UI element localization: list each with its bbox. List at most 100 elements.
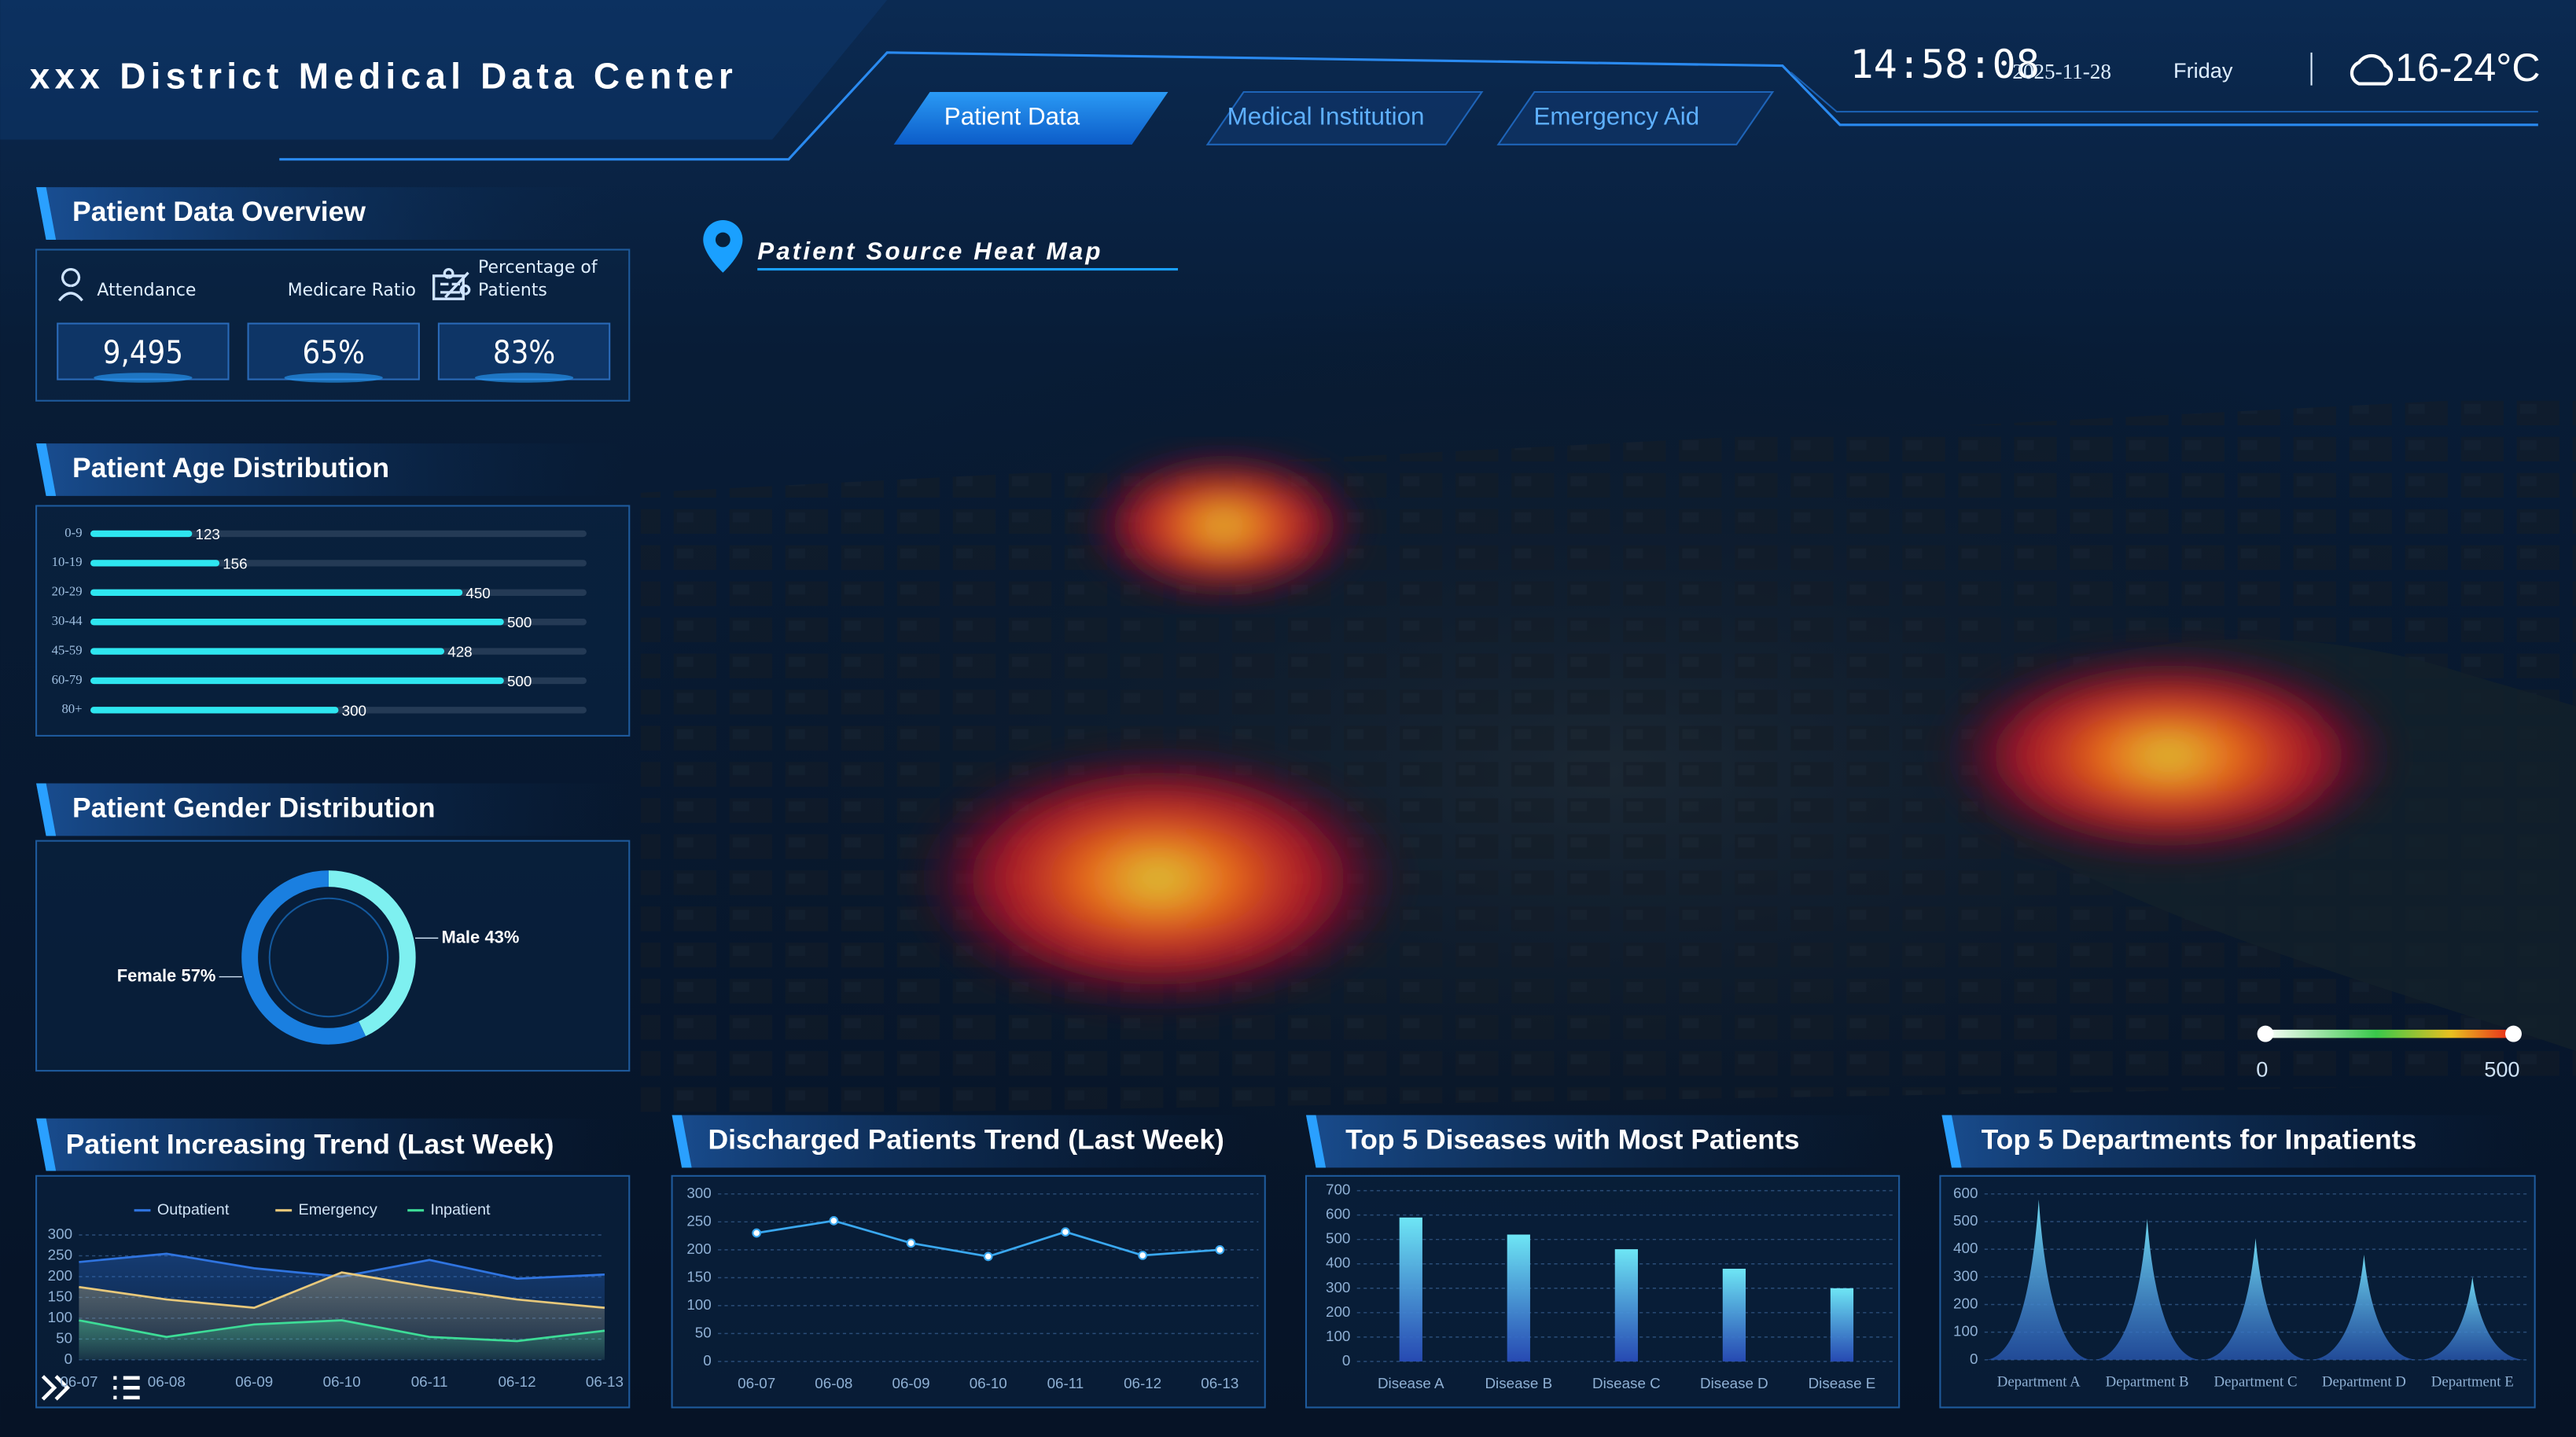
y-tick-label: 300	[1953, 1267, 1978, 1284]
x-tick-label: 06-09	[235, 1373, 273, 1390]
category-label: 0-9	[64, 525, 82, 540]
bar	[90, 707, 339, 714]
y-tick-label: 600	[1953, 1185, 1978, 1201]
bar	[90, 589, 463, 596]
tab[interactable]: Emergency Aid	[1496, 90, 1775, 145]
point	[752, 1228, 762, 1238]
x-tick-label: 06-09	[892, 1375, 930, 1391]
value-label: 428	[447, 644, 472, 660]
x-tick-label: 06-07	[60, 1373, 98, 1390]
temperature: 16-24°C	[2395, 46, 2540, 90]
line	[79, 1271, 605, 1310]
heat-blob	[1938, 649, 2399, 862]
y-tick-label: 100	[1326, 1328, 1350, 1344]
x-tick-label: Department D	[2322, 1373, 2406, 1390]
x-tick-label: 06-07	[738, 1375, 775, 1391]
bar	[90, 618, 504, 626]
legend-handle	[2505, 1025, 2522, 1042]
x-tick-label: Department E	[2431, 1373, 2514, 1390]
heat-blob	[1084, 451, 1364, 600]
tab[interactable]: Medical Institution	[1205, 90, 1484, 145]
donut-segment	[241, 870, 366, 1045]
weekday: Friday	[2173, 58, 2233, 83]
value-label: 500	[507, 673, 532, 689]
bar	[1614, 1249, 1638, 1362]
y-tick-label: 100	[48, 1309, 72, 1325]
card-value-box	[437, 322, 611, 380]
y-tick-label: 250	[686, 1212, 711, 1229]
header: xxx District Medical Data Center 14:58:0…	[0, 0, 2541, 161]
legend-bar	[2263, 1029, 2514, 1038]
point	[1138, 1251, 1147, 1260]
icon	[443, 267, 471, 299]
bar-track	[90, 530, 587, 538]
bar	[1722, 1268, 1746, 1362]
panel-title: Top 5 Departments for Inpatients	[1982, 1123, 2417, 1155]
slice-label: Male 43%	[441, 927, 519, 946]
x-tick-label: 06-12	[1124, 1375, 1161, 1391]
point	[1061, 1227, 1070, 1237]
card-label: Attendance	[97, 281, 197, 301]
x-tick-label: Disease B	[1485, 1375, 1552, 1391]
card-label-box: Medicare Ratio	[288, 281, 416, 300]
bar	[1507, 1234, 1530, 1362]
legend-label: Outpatient	[157, 1201, 230, 1218]
slice-value: 57%	[182, 965, 216, 985]
peak	[2418, 1277, 2527, 1360]
y-tick-label: 500	[1953, 1212, 1978, 1229]
x-tick-label: Disease E	[1809, 1375, 1876, 1391]
icon	[58, 268, 83, 302]
card-glow	[284, 373, 383, 383]
y-tick-label: 0	[1970, 1351, 1978, 1367]
point	[983, 1251, 993, 1262]
y-tick-label: 150	[686, 1268, 711, 1284]
bottom-controls[interactable]	[41, 1375, 140, 1401]
card-value: 9,495	[103, 335, 183, 371]
menu-button[interactable]	[113, 1376, 140, 1400]
category-label: 30-44	[52, 613, 83, 628]
x-tick-label: Department A	[1997, 1373, 2081, 1390]
y-tick-label: 300	[1326, 1279, 1350, 1296]
legend-label: Emergency	[299, 1201, 377, 1218]
y-tick-label: 150	[48, 1288, 72, 1304]
clock: 14:58:08	[1849, 41, 2039, 87]
x-tick-label: 06-08	[815, 1375, 852, 1391]
y-tick-label: 50	[56, 1329, 72, 1346]
tab[interactable]: Patient Data	[893, 91, 1168, 145]
heat-legend: 0 500	[2256, 1025, 2522, 1081]
card-value: 83%	[493, 335, 555, 371]
legend-min: 0	[2256, 1057, 2268, 1081]
peak	[2309, 1255, 2419, 1360]
point	[906, 1238, 916, 1248]
x-tick-label: Disease C	[1592, 1375, 1661, 1391]
y-tick-label: 200	[1326, 1303, 1350, 1320]
y-tick-label: 100	[1953, 1323, 1978, 1340]
panel-title: Patient Gender Distribution	[72, 792, 436, 823]
y-tick-label: 600	[1326, 1206, 1350, 1222]
point	[829, 1216, 839, 1226]
x-tick-label: 06-11	[411, 1373, 448, 1390]
panel-title: Top 5 Diseases with Most Patients	[1345, 1123, 1799, 1155]
x-tick-label: 06-13	[586, 1373, 624, 1390]
category-label: 60-79	[52, 672, 83, 687]
x-tick-label: Department B	[2106, 1373, 2189, 1390]
y-tick-label: 400	[1953, 1240, 1978, 1256]
y-tick-label: 250	[48, 1246, 72, 1262]
slice-category: Male	[441, 927, 480, 946]
peak	[2201, 1238, 2310, 1360]
y-tick-label: 100	[686, 1296, 711, 1313]
value-label: 300	[342, 702, 366, 718]
donut-segment	[328, 870, 416, 1037]
y-tick-label: 0	[64, 1351, 72, 1367]
card-label-box: Percentage of Patients	[478, 258, 598, 300]
app-title: xxx District Medical Data Center	[30, 55, 738, 96]
expand-button[interactable]	[41, 1375, 71, 1401]
panel-title: Patient Data Overview	[72, 196, 366, 227]
y-tick-label: 700	[1326, 1182, 1350, 1198]
y-tick-label: 0	[1342, 1352, 1350, 1369]
card-glow	[474, 373, 574, 383]
value-label: 123	[196, 526, 220, 542]
bar	[90, 560, 220, 567]
